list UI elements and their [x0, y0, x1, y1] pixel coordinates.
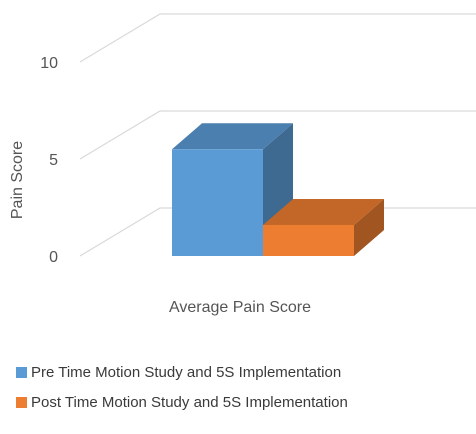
gridline-2 — [79, 13, 476, 63]
bar-front-0 — [172, 149, 263, 256]
y-axis-ticks: 0 5 10 — [40, 55, 58, 266]
y-axis-label: Pain Score — [9, 141, 26, 219]
bars — [172, 123, 384, 256]
bar-top-0 — [172, 123, 293, 150]
legend-swatch-pre — [16, 366, 27, 378]
legend-label-post: Post Time Motion Study and 5S Implementa… — [31, 393, 348, 411]
legend-item-pre: Pre Time Motion Study and 5S Implementat… — [16, 362, 348, 382]
legend-label-pre: Pre Time Motion Study and 5S Implementat… — [31, 363, 342, 381]
y-tick-label-2: 10 — [40, 55, 58, 72]
category-label: Average Pain Score — [169, 299, 311, 316]
legend-swatch-post — [16, 396, 27, 408]
bar-top-1 — [263, 198, 384, 225]
y-tick-label-1: 5 — [49, 152, 58, 169]
gridline-1 — [79, 110, 476, 160]
legend-item-post: Post Time Motion Study and 5S Implementa… — [16, 392, 348, 412]
bar-side-1 — [354, 198, 384, 256]
bar-1 — [263, 198, 384, 256]
y-tick-label-0: 0 — [49, 249, 58, 266]
bar-front-1 — [263, 224, 354, 256]
legend: Pre Time Motion Study and 5S Implementat… — [16, 362, 348, 422]
